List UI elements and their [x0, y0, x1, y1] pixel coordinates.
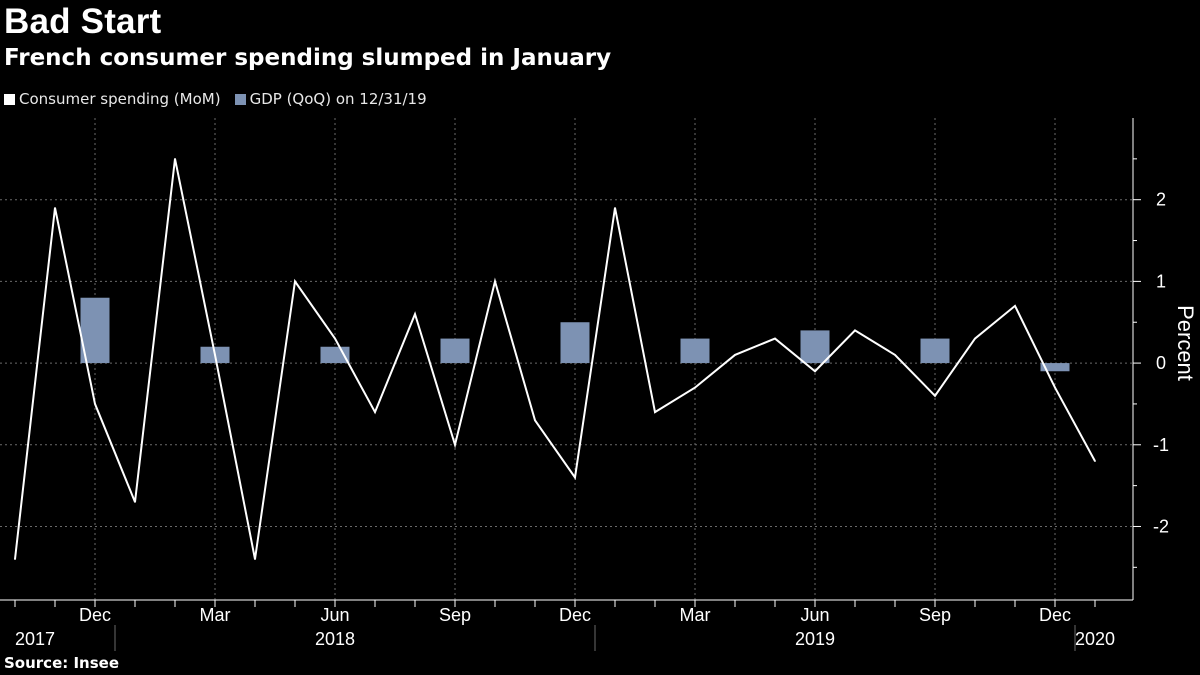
- consumer-spending-point: [374, 411, 376, 413]
- x-tick-label: Dec: [559, 605, 591, 625]
- x-year-label: 2017: [15, 629, 55, 649]
- legend-swatch-line: [4, 93, 15, 105]
- consumer-spending-point: [934, 394, 936, 397]
- consumer-spending-point: [414, 313, 416, 315]
- consumer-spending-point: [94, 403, 96, 405]
- consumer-spending-point: [1054, 386, 1056, 389]
- consumer-spending-point: [534, 419, 536, 422]
- consumer-spending-point: [14, 558, 16, 560]
- consumer-spending-point: [854, 329, 856, 332]
- consumer-spending-point: [494, 280, 496, 283]
- x-tick-label: Mar: [200, 605, 231, 625]
- consumer-spending-line: [14, 158, 1096, 560]
- gdp-bar: [320, 346, 350, 364]
- consumer-spending-point: [334, 337, 336, 340]
- legend-item-gdp: GDP (QoQ) on 12/31/19: [234, 90, 427, 108]
- legend-swatch-bar: [234, 93, 246, 105]
- consumer-spending-point: [654, 411, 656, 413]
- y-tick-label: -1: [1153, 435, 1169, 455]
- x-year-label: 2019: [795, 629, 835, 649]
- legend: Consumer spending (MoM) GDP (QoQ) on 12/…: [4, 90, 441, 108]
- x-tick-label: Dec: [79, 605, 111, 625]
- chart-title: Bad Start: [4, 2, 162, 41]
- consumer-spending-point: [774, 337, 776, 340]
- x-tick-label: Dec: [1039, 605, 1071, 625]
- x-tick-label: Sep: [919, 605, 951, 625]
- gdp-bar: [440, 338, 470, 364]
- consumer-spending-point: [54, 207, 56, 209]
- consumer-spending-point: [254, 558, 256, 560]
- x-tick-label: Mar: [680, 605, 711, 625]
- legend-label-consumer-spending: Consumer spending (MoM): [19, 90, 221, 108]
- x-tick-label: Jun: [320, 605, 349, 625]
- gdp-bar: [1040, 363, 1070, 372]
- x-year-label: 2020: [1075, 629, 1115, 649]
- y-axis-title: Percent: [1173, 305, 1198, 381]
- y-tick-label: -2: [1153, 516, 1169, 536]
- consumer-spending-point: [614, 207, 616, 209]
- chart-subtitle: French consumer spending slumped in Janu…: [4, 45, 612, 71]
- gdp-bar: [920, 338, 950, 364]
- consumer-spending-point: [814, 370, 816, 373]
- legend-label-gdp: GDP (QoQ) on 12/31/19: [249, 90, 427, 108]
- x-tick-label: Jun: [800, 605, 829, 625]
- consumer-spending-point: [1094, 460, 1096, 462]
- legend-item-consumer-spending: Consumer spending (MoM): [4, 90, 221, 108]
- consumer-spending-point: [214, 354, 216, 356]
- consumer-spending-point: [134, 501, 136, 503]
- consumer-spending-point: [894, 354, 896, 356]
- consumer-spending-point: [1014, 305, 1016, 307]
- gdp-bar: [560, 322, 590, 364]
- y-tick-label: 2: [1156, 190, 1166, 210]
- consumer-spending-point: [294, 280, 296, 283]
- consumer-spending-point: [694, 386, 696, 389]
- consumer-spending-point: [974, 337, 976, 340]
- consumer-spending-point: [454, 443, 456, 446]
- gdp-bar: [800, 330, 830, 364]
- gdp-bar: [680, 338, 710, 364]
- source-note: Source: Insee: [4, 654, 120, 672]
- consumer-spending-point: [174, 158, 176, 160]
- consumer-spending-point: [734, 354, 736, 356]
- y-tick-label: 1: [1156, 271, 1166, 291]
- x-year-label: 2018: [315, 629, 355, 649]
- consumer-spending-point: [574, 476, 576, 479]
- y-tick-label: 0: [1156, 353, 1166, 373]
- x-tick-label: Sep: [439, 605, 471, 625]
